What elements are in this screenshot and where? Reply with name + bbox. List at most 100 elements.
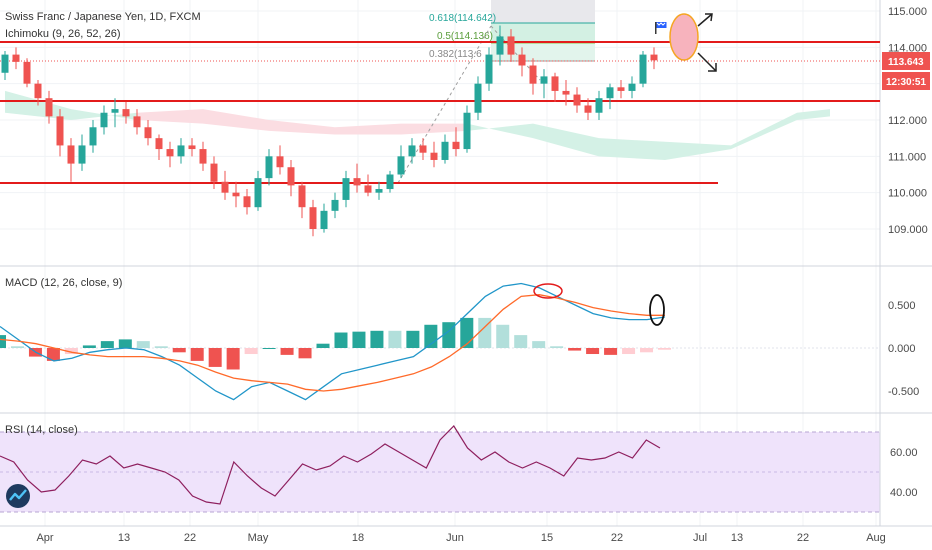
candle [595,90,603,120]
time-tick-label: 22 [184,532,196,544]
candle [331,192,339,219]
macd-indicator-label[interactable]: MACD (12, 26, close, 9) [5,277,122,289]
time-axis[interactable]: Apr 13 22 May 18 Jun 15 22 Jul 13 22 Aug [36,532,885,544]
candle [507,29,515,62]
macd-histogram-bar [172,348,186,353]
candle [353,163,361,193]
rsi-indicator-label[interactable]: RSI (14, close) [5,424,78,436]
candle [639,50,647,88]
candle [144,120,152,146]
macd-histogram-bar [298,348,312,359]
macd-histogram-bar [658,348,671,350]
macd-histogram-bar [280,348,294,355]
macd-histogram-bar [118,339,132,348]
candle [34,80,42,106]
macd-histogram-bar [226,348,240,370]
candle [111,98,119,128]
symbol-title[interactable]: Swiss Franc / Japanese Yen, 1D, FXCM [5,11,201,23]
candle [397,145,405,179]
candle [485,47,493,91]
candle [122,101,130,124]
macd-axis[interactable]: 0.500 0.000 -0.500 [888,300,919,398]
macd-histogram-bar [586,348,600,355]
candle [155,134,163,160]
cloud-segment [203,109,269,131]
time-tick-label: 13 [731,532,743,544]
current-price-tag: 113.643 12:30:51 [882,52,930,90]
candle [562,80,570,106]
candle [441,134,449,164]
candle [1,50,9,81]
fib-retracement[interactable]: 0.618(114.642) 0.5(114.136) 0.382(113.6 [397,0,595,184]
candle [309,199,317,237]
price-axis[interactable]: 115.000114.000113.000112.000111.000110.0… [888,6,928,236]
macd-histogram-bar [388,330,402,348]
price-tick-label: 115.000 [888,6,927,18]
candle [100,105,108,135]
candle [265,149,273,186]
candle [188,138,196,157]
candle [584,98,592,120]
candle [551,72,559,102]
forecast-ellipse[interactable] [669,13,699,61]
time-tick-label: Apr [36,532,53,544]
macd-histogram-bar [352,331,366,348]
candle [78,134,86,171]
time-tick-label: Jun [446,532,464,544]
macd-histogram-bar [64,348,78,355]
tradingview-logo-icon[interactable] [6,484,30,508]
current-price-text: 113.643 [888,57,924,68]
price-tick-label: 112.000 [888,115,927,127]
forecast-annotation[interactable] [669,13,717,72]
fib-label-618: 0.618(114.642) [429,13,496,24]
rsi-axis[interactable]: 60.00 40.00 [890,447,918,499]
cloud-segment [797,109,830,120]
candle [56,109,64,157]
candle [199,141,207,171]
macd-histogram-bar [190,348,204,361]
candle [89,120,97,153]
candle [45,90,53,124]
rsi-pane [0,425,880,505]
arrow-up-line [697,13,713,27]
price-tick-label: 110.000 [888,188,927,200]
candle [342,170,350,208]
candle [210,156,218,190]
rsi-line [0,425,661,505]
arrow-down-line [697,52,717,72]
cloud-segment [137,109,203,124]
macd-annotations [533,283,665,326]
time-tick-label: 13 [118,532,130,544]
price-tick-label: 109.000 [888,224,928,236]
countdown-text: 12:30:51 [886,77,926,88]
rsi-tick-label: 60.00 [890,447,918,459]
macd-cross-circle [533,283,563,299]
macd-histogram-bar [550,346,564,348]
cloud-segment [533,123,599,157]
macd-histogram-bar [0,335,6,348]
arrow-up-head [705,13,713,22]
flag-icon[interactable] [655,22,667,34]
cloud-segment [335,123,401,135]
ichimoku-indicator-label[interactable]: Ichimoku (9, 26, 52, 26) [5,28,121,40]
candle [232,181,240,208]
macd-pane [0,282,880,401]
candle [419,138,427,160]
macd-histogram-bar [316,343,330,348]
macd-histogram-bar [568,348,582,351]
candle [287,159,295,197]
time-tick-label: Aug [866,532,886,544]
candle [243,189,251,215]
candle [529,58,537,95]
candle [276,145,284,175]
fib-zone-upper [491,0,595,23]
candle [133,109,141,135]
candle [23,58,31,88]
candle [430,141,438,168]
cloud-segment [467,123,533,139]
macd-histogram-bar [100,341,114,348]
cloud-segment [599,138,665,160]
macd-histogram-bar [370,330,384,348]
candle [573,87,581,113]
